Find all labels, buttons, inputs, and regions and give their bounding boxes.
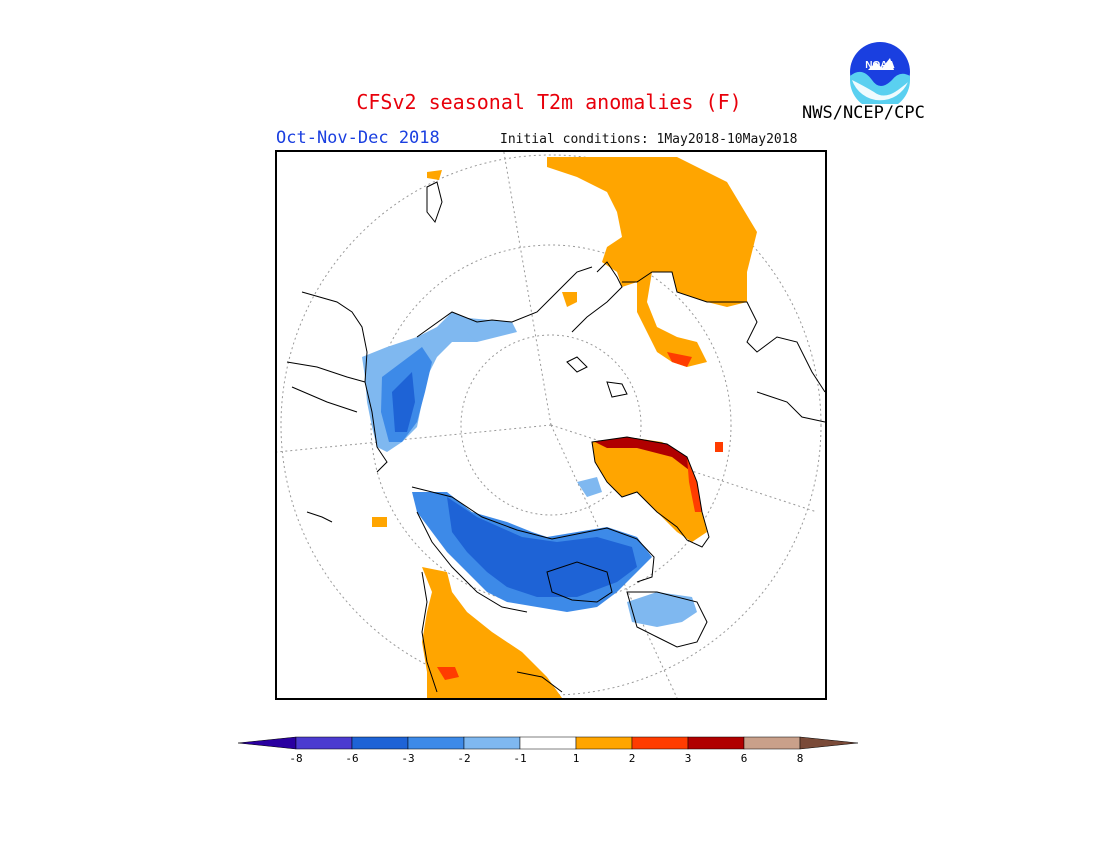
legend-swatch xyxy=(799,736,859,750)
legend-tick-label: -2 xyxy=(457,752,471,765)
legend-tick-label: 2 xyxy=(628,752,636,765)
legend-swatch xyxy=(519,736,577,750)
legend-swatch xyxy=(238,736,297,750)
legend-tick-label: 1 xyxy=(572,752,580,765)
initial-conditions-label: Initial conditions: 1May2018-10May2018 xyxy=(500,132,798,147)
legend-tick-label: -3 xyxy=(401,752,415,765)
legend-swatch xyxy=(631,736,689,750)
season-label: Oct-Nov-Dec 2018 xyxy=(276,128,440,148)
legend-swatch xyxy=(687,736,745,750)
legend-swatch xyxy=(463,736,521,750)
legend-swatch xyxy=(407,736,465,750)
legend-swatch xyxy=(743,736,801,750)
polar-map xyxy=(277,152,825,698)
agency-label: NWS/NCEP/CPC xyxy=(802,103,925,123)
legend-tick-label: 6 xyxy=(740,752,748,765)
legend-tick-label: -6 xyxy=(345,752,359,765)
canada-anomaly xyxy=(412,477,697,627)
chart-title: CFSv2 seasonal T2m anomalies (F) xyxy=(356,90,742,114)
legend-swatch xyxy=(295,736,353,750)
color-legend-bar xyxy=(238,736,859,750)
western-us-anomaly xyxy=(372,517,562,698)
legend-tick-label: 3 xyxy=(684,752,692,765)
legend-swatch xyxy=(351,736,409,750)
alaska-anomaly xyxy=(362,312,517,452)
legend-tick-label: -8 xyxy=(289,752,303,765)
legend-tick-label: -1 xyxy=(513,752,527,765)
siberia-anomaly xyxy=(427,157,757,367)
coastlines xyxy=(286,181,825,693)
legend-tick-label: 8 xyxy=(796,752,804,765)
legend-swatch xyxy=(575,736,633,750)
map-panel xyxy=(275,150,827,700)
noaa-logo: NOAA xyxy=(850,42,910,104)
greenland-anomaly xyxy=(592,437,723,542)
logo-text: NOAA xyxy=(865,60,894,71)
